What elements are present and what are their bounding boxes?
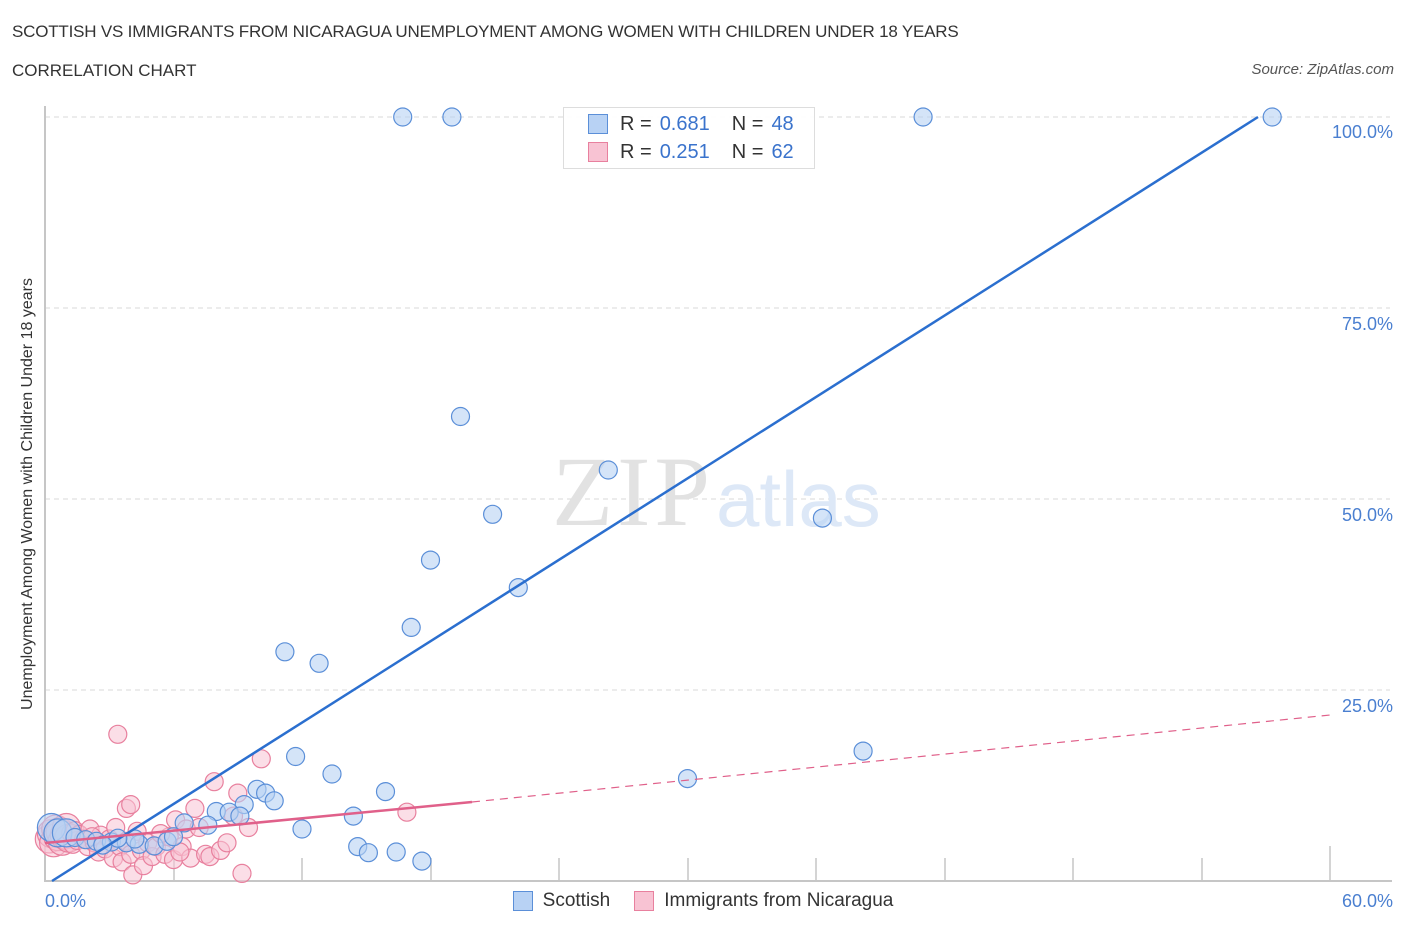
r-label: R = <box>620 112 652 135</box>
data-point <box>292 819 312 839</box>
data-point <box>322 764 342 784</box>
chart-subtitle: CORRELATION CHART <box>12 61 197 80</box>
legend-item-scottish[interactable]: Scottish <box>512 890 611 912</box>
n-label: N = <box>731 140 764 163</box>
nicaragua-swatch-icon <box>634 891 655 911</box>
data-point <box>386 842 406 862</box>
y-tick-100: 100.0% <box>1331 122 1393 142</box>
chart-title: SCOTTISH VS IMMIGRANTS FROM NICARAGUA UN… <box>12 22 959 41</box>
series-legend: Scottish Immigrants from Nicaragua <box>0 890 1406 912</box>
data-point <box>420 550 441 570</box>
source-label: Source: ZipAtlas.com <box>1251 61 1394 78</box>
x-tick-60: 60.0% <box>1341 891 1393 911</box>
data-point <box>230 806 250 826</box>
data-point <box>275 642 295 662</box>
watermark: ZIP atlas <box>552 436 881 547</box>
legend-label: Scottish <box>542 890 611 911</box>
nicaragua-trendline-dashed <box>471 714 1331 803</box>
data-point <box>204 772 224 792</box>
data-point <box>393 107 413 127</box>
data-point <box>812 508 833 528</box>
gridlines <box>45 116 1390 691</box>
data-point <box>264 791 284 811</box>
data-point <box>375 781 396 802</box>
data-point <box>412 851 432 871</box>
scottish-swatch-icon <box>512 891 533 911</box>
svg-text:ZIP: ZIP <box>552 436 714 547</box>
nicaragua-trendline-solid <box>44 800 473 845</box>
correlation-legend: R = 0.681 N = 48 R = 0.251 N = 62 <box>563 107 815 169</box>
data-point <box>198 815 218 835</box>
y-tick-50: 50.0% <box>1341 505 1393 525</box>
legend-row-scottish: R = 0.681 N = 48 <box>588 112 794 136</box>
legend-row-nicaragua: R = 0.251 N = 62 <box>588 140 794 164</box>
r-label: R = <box>620 140 652 163</box>
n-value: 62 <box>771 140 794 163</box>
data-point <box>853 741 873 761</box>
data-point <box>343 806 363 826</box>
axes <box>44 106 1392 882</box>
n-label: N = <box>731 112 764 135</box>
scottish-swatch-icon <box>588 114 608 134</box>
data-point <box>185 798 205 819</box>
data-point <box>1262 107 1282 127</box>
data-point <box>598 460 618 480</box>
x-tick-marks <box>173 846 1331 881</box>
scottish-points <box>36 107 1282 871</box>
data-point <box>121 794 141 815</box>
x-tick-0: 0.0% <box>45 891 87 911</box>
legend-label: Immigrants from Nicaragua <box>664 890 894 911</box>
legend-item-nicaragua[interactable]: Immigrants from Nicaragua <box>634 890 893 912</box>
data-point <box>442 107 462 127</box>
data-point <box>286 746 306 767</box>
data-point <box>93 835 113 855</box>
y-tick-75: 75.0% <box>1341 314 1393 334</box>
data-point <box>450 406 471 427</box>
data-point <box>232 863 252 884</box>
data-point <box>309 653 329 673</box>
n-value: 48 <box>771 112 794 135</box>
trendlines <box>44 115 1331 883</box>
data-point <box>174 813 194 833</box>
scottish-trendline <box>51 115 1259 883</box>
data-point <box>358 843 378 863</box>
data-point <box>483 504 503 524</box>
r-value: 0.251 <box>659 140 710 163</box>
nicaragua-swatch-icon <box>588 142 608 162</box>
y-tick-25: 25.0% <box>1341 696 1393 716</box>
data-point <box>397 802 417 822</box>
data-point <box>677 768 698 789</box>
r-value: 0.681 <box>659 112 710 135</box>
svg-text:atlas: atlas <box>716 455 881 543</box>
data-point <box>913 107 933 127</box>
data-point <box>217 833 237 853</box>
data-point <box>401 617 421 638</box>
data-point <box>108 724 128 744</box>
